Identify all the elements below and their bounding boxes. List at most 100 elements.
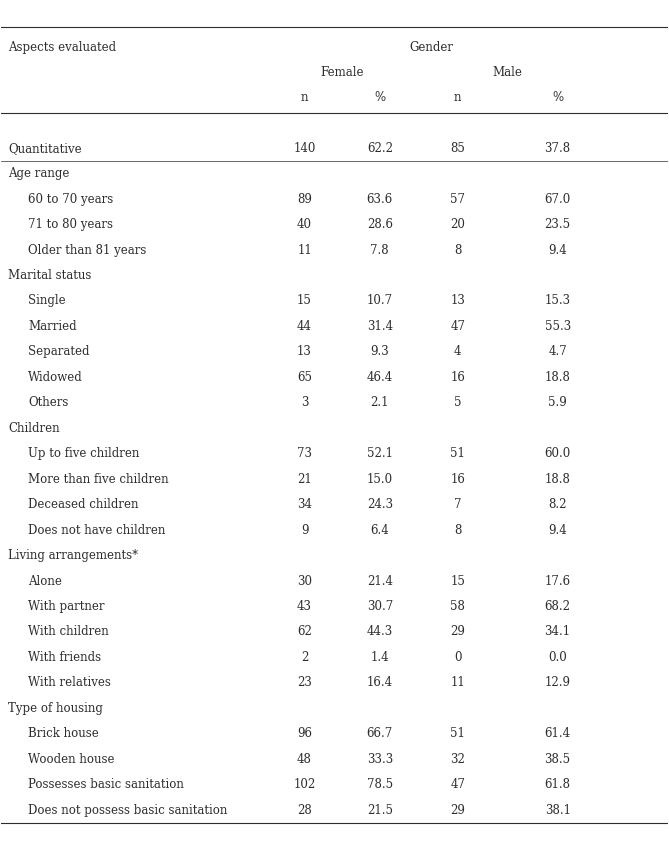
Text: 8: 8: [454, 524, 462, 537]
Text: With friends: With friends: [28, 651, 101, 664]
Text: 60 to 70 years: 60 to 70 years: [28, 193, 113, 206]
Text: 30.7: 30.7: [367, 600, 393, 613]
Text: 15: 15: [297, 294, 312, 308]
Text: Married: Married: [28, 320, 77, 333]
Text: With partner: With partner: [28, 600, 104, 613]
Text: 102: 102: [294, 778, 316, 791]
Text: Aspects evaluated: Aspects evaluated: [8, 41, 116, 54]
Text: 63.6: 63.6: [367, 193, 393, 206]
Text: Children: Children: [8, 421, 60, 435]
Text: 9.3: 9.3: [371, 346, 389, 358]
Text: 34: 34: [297, 498, 312, 511]
Text: 10.7: 10.7: [367, 294, 393, 308]
Text: Up to five children: Up to five children: [28, 447, 139, 460]
Text: 5: 5: [454, 396, 462, 410]
Text: 33.3: 33.3: [367, 753, 393, 765]
Text: 62: 62: [297, 626, 312, 638]
Text: 23: 23: [297, 676, 312, 690]
Text: 28.6: 28.6: [367, 218, 393, 231]
Text: 7.8: 7.8: [371, 244, 389, 257]
Text: 31.4: 31.4: [367, 320, 393, 333]
Text: 11: 11: [297, 244, 312, 257]
Text: 71 to 80 years: 71 to 80 years: [28, 218, 113, 231]
Text: Separated: Separated: [28, 346, 90, 358]
Text: 28: 28: [297, 804, 312, 817]
Text: 73: 73: [297, 447, 312, 460]
Text: 38.1: 38.1: [545, 804, 571, 817]
Text: 61.4: 61.4: [545, 727, 571, 740]
Text: 44.3: 44.3: [367, 626, 393, 638]
Text: More than five children: More than five children: [28, 473, 169, 485]
Text: 24.3: 24.3: [367, 498, 393, 511]
Text: 23.5: 23.5: [545, 218, 571, 231]
Text: Older than 81 years: Older than 81 years: [28, 244, 147, 257]
Text: 16.4: 16.4: [367, 676, 393, 690]
Text: 29: 29: [450, 804, 465, 817]
Text: 32: 32: [450, 753, 465, 765]
Text: 58: 58: [450, 600, 465, 613]
Text: 16: 16: [450, 473, 465, 485]
Text: 89: 89: [297, 193, 312, 206]
Text: 8: 8: [454, 244, 462, 257]
Text: 0.0: 0.0: [549, 651, 567, 664]
Text: 47: 47: [450, 320, 465, 333]
Text: Living arrangements*: Living arrangements*: [8, 549, 138, 562]
Text: Deceased children: Deceased children: [28, 498, 138, 511]
Text: 51: 51: [450, 447, 465, 460]
Text: 4: 4: [454, 346, 462, 358]
Text: n: n: [454, 92, 462, 104]
Text: Possesses basic sanitation: Possesses basic sanitation: [28, 778, 184, 791]
Text: 8.2: 8.2: [549, 498, 567, 511]
Text: 6.4: 6.4: [371, 524, 389, 537]
Text: 52.1: 52.1: [367, 447, 393, 460]
Text: 7: 7: [454, 498, 462, 511]
Text: 12.9: 12.9: [545, 676, 571, 690]
Text: Does not have children: Does not have children: [28, 524, 165, 537]
Text: 48: 48: [297, 753, 312, 765]
Text: n: n: [301, 92, 308, 104]
Text: Single: Single: [28, 294, 66, 308]
Text: Brick house: Brick house: [28, 727, 99, 740]
Text: Quantitative: Quantitative: [8, 142, 82, 155]
Text: 67.0: 67.0: [545, 193, 571, 206]
Text: Widowed: Widowed: [28, 371, 83, 383]
Text: 38.5: 38.5: [545, 753, 571, 765]
Text: With relatives: With relatives: [28, 676, 111, 690]
Text: Others: Others: [28, 396, 68, 410]
Text: 21: 21: [297, 473, 312, 485]
Text: 5.9: 5.9: [549, 396, 567, 410]
Text: %: %: [374, 92, 385, 104]
Text: 9.4: 9.4: [549, 524, 567, 537]
Text: 46.4: 46.4: [367, 371, 393, 383]
Text: Type of housing: Type of housing: [8, 701, 103, 715]
Text: Alone: Alone: [28, 574, 62, 588]
Text: 57: 57: [450, 193, 465, 206]
Text: Marital status: Marital status: [8, 269, 92, 282]
Text: With children: With children: [28, 626, 109, 638]
Text: 55.3: 55.3: [545, 320, 571, 333]
Text: 18.8: 18.8: [545, 473, 571, 485]
Text: 85: 85: [450, 142, 465, 155]
Text: 3: 3: [301, 396, 308, 410]
Text: 51: 51: [450, 727, 465, 740]
Text: 11: 11: [450, 676, 465, 690]
Text: 15.0: 15.0: [367, 473, 393, 485]
Text: 40: 40: [297, 218, 312, 231]
Text: 47: 47: [450, 778, 465, 791]
Text: %: %: [552, 92, 563, 104]
Text: 44: 44: [297, 320, 312, 333]
Text: 9.4: 9.4: [549, 244, 567, 257]
Text: 140: 140: [293, 142, 316, 155]
Text: 4.7: 4.7: [549, 346, 567, 358]
Text: 21.4: 21.4: [367, 574, 393, 588]
Text: 65: 65: [297, 371, 312, 383]
Text: 37.8: 37.8: [545, 142, 571, 155]
Text: Wooden house: Wooden house: [28, 753, 114, 765]
Text: 16: 16: [450, 371, 465, 383]
Text: 29: 29: [450, 626, 465, 638]
Text: 2: 2: [301, 651, 308, 664]
Text: 20: 20: [450, 218, 465, 231]
Text: 96: 96: [297, 727, 312, 740]
Text: 34.1: 34.1: [545, 626, 571, 638]
Text: 78.5: 78.5: [367, 778, 393, 791]
